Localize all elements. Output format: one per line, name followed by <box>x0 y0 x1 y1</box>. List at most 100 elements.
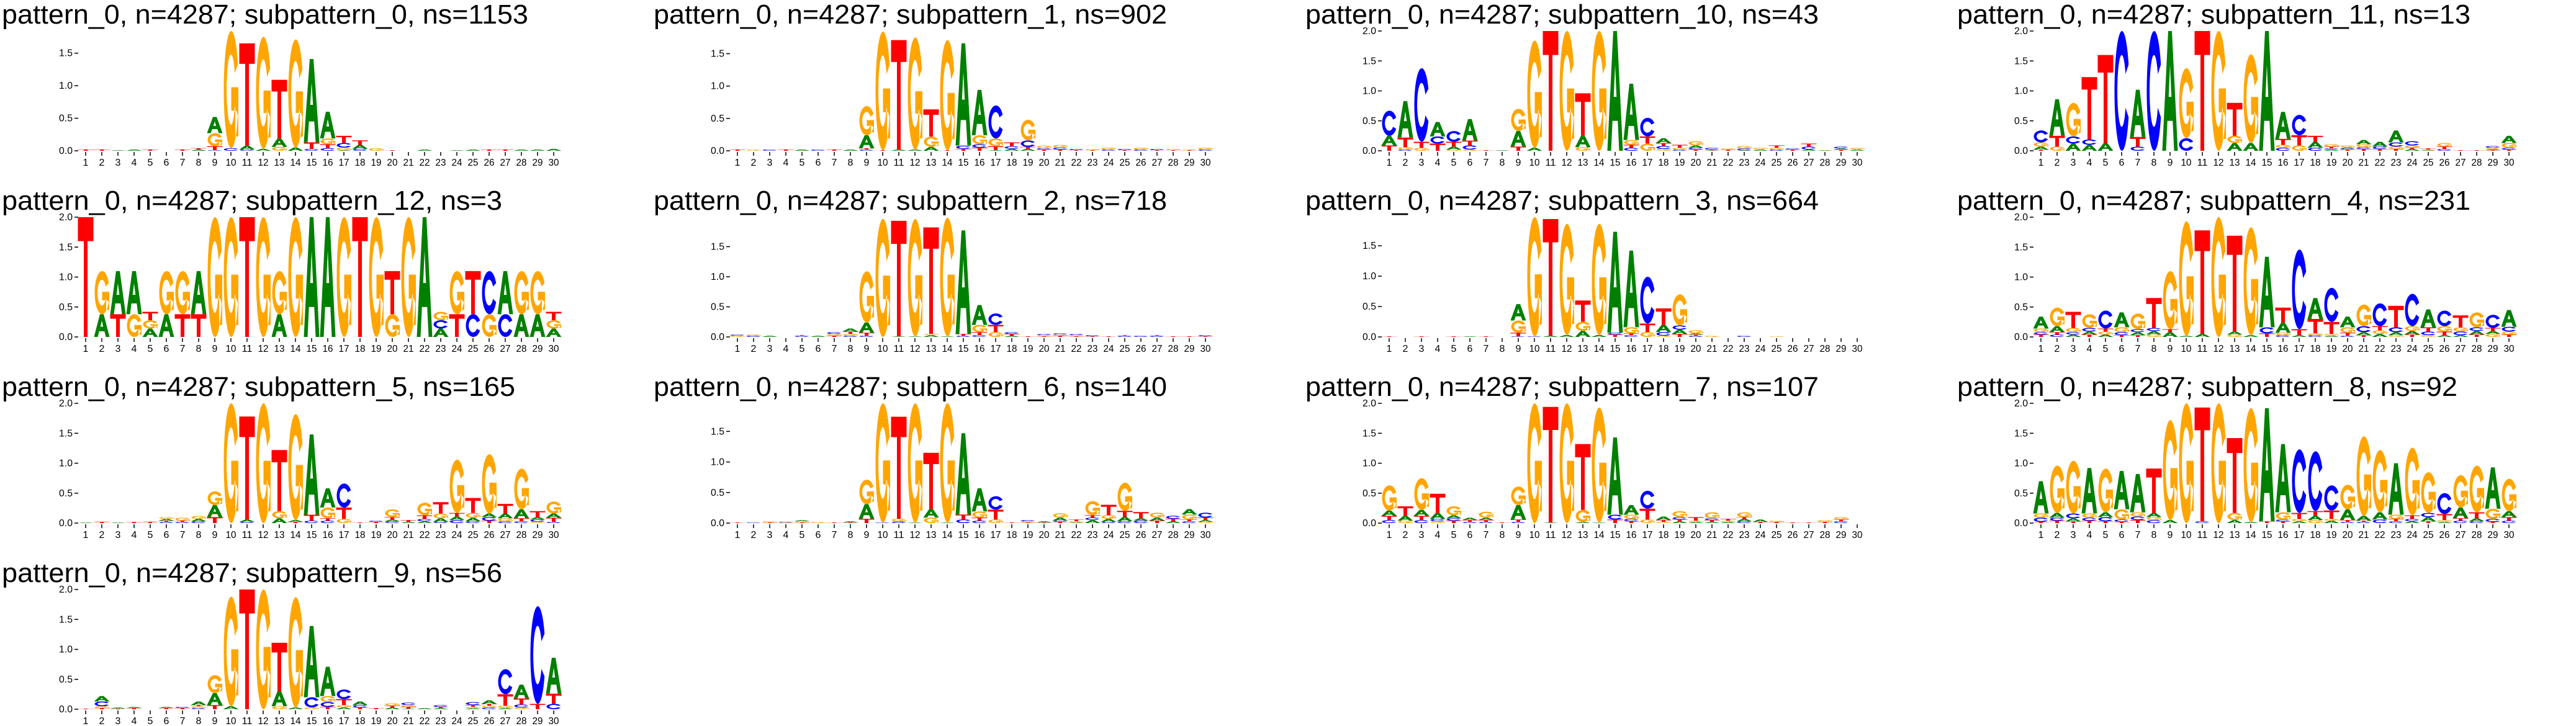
letter-stack <box>875 403 890 523</box>
letter-stack <box>1720 148 1736 151</box>
x-tick-label: 7 <box>180 158 186 168</box>
letter-C <box>530 519 545 522</box>
letter-C <box>2066 136 2081 144</box>
letter-T <box>2372 149 2388 151</box>
letter-A <box>2243 522 2259 523</box>
letter-A <box>271 314 287 337</box>
letter-stack <box>2081 314 2097 337</box>
letter-T <box>2259 521 2275 523</box>
letter-stack <box>2340 145 2356 151</box>
letter-T <box>2420 521 2436 523</box>
letter-C <box>859 336 874 337</box>
letter-stack <box>858 106 875 151</box>
letter-A <box>2469 331 2485 335</box>
letter-stack <box>1510 109 1526 151</box>
logo-panel: pattern_0, n=4287; subpattern_10, ns=430… <box>1305 0 1865 168</box>
letter-T <box>1817 522 1833 523</box>
letter-stack <box>1430 493 1446 523</box>
letter-G <box>2066 460 2081 514</box>
x-tick-label: 23 <box>2391 158 2402 168</box>
letter-T <box>1197 336 1214 337</box>
letter-A <box>794 149 810 151</box>
letter-C <box>1656 332 1671 336</box>
letter-C <box>730 334 745 336</box>
x-tick-label: 3 <box>2071 530 2076 540</box>
letter-stack <box>304 217 320 337</box>
letter-T <box>78 149 94 151</box>
letter-G <box>256 403 271 523</box>
y-tick-label: 2.0 <box>1362 26 1376 37</box>
letter-G <box>272 706 287 709</box>
letter-G <box>336 519 351 523</box>
x-tick-label: 20 <box>2343 158 2353 168</box>
letter-A <box>2065 334 2081 337</box>
letter-C <box>498 669 513 694</box>
letter-A <box>858 322 875 333</box>
letter-T <box>891 416 907 519</box>
letter-T <box>2356 521 2372 522</box>
x-tick-label: 7 <box>2135 344 2141 354</box>
letter-T <box>1655 143 1672 146</box>
letter-T <box>94 522 110 523</box>
letter-T <box>2340 150 2356 151</box>
letter-T <box>529 511 546 518</box>
x-tick-label: 19 <box>1675 344 1685 354</box>
letter-T <box>1068 150 1084 151</box>
x-tick-label: 6 <box>816 530 821 540</box>
letter-stack <box>255 37 271 151</box>
y-tick-label: 2.0 <box>59 212 73 223</box>
letter-stack <box>1494 522 1510 523</box>
x-tick-label: 25 <box>1120 344 1130 354</box>
letter-G <box>1624 140 1639 145</box>
letter-T <box>1575 444 1591 510</box>
letter-C <box>2114 519 2129 522</box>
letter-stack <box>174 271 191 337</box>
x-tick-label: 2 <box>751 530 757 540</box>
x-tick-label: 18 <box>1659 530 1669 540</box>
x-tick-label: 16 <box>323 530 333 540</box>
letter-stack <box>1084 501 1101 523</box>
x-tick-label: 18 <box>2310 344 2321 354</box>
x-tick-label: 16 <box>1626 530 1637 540</box>
x-tick-label: 13 <box>2230 344 2240 354</box>
x-tick-label: 22 <box>420 716 430 726</box>
letter-A <box>1575 522 1591 523</box>
letter-stack <box>417 217 433 337</box>
letter-T <box>1542 31 1559 151</box>
letter-T <box>384 706 400 708</box>
x-tick-label: 17 <box>1642 344 1653 354</box>
letter-stack <box>1117 335 1133 337</box>
letter-stack <box>400 702 417 709</box>
letter-A <box>1817 150 1833 151</box>
x-tick-label: 9 <box>1516 530 1521 540</box>
y-tick-label: 1.5 <box>711 49 724 60</box>
letter-T <box>2436 146 2452 150</box>
x-tick-label: 11 <box>2197 344 2208 354</box>
letter-T <box>546 518 562 522</box>
letter-T <box>1397 506 1413 516</box>
letter-stack <box>2243 227 2259 337</box>
x-tick-label: 26 <box>1136 158 1146 168</box>
letter-stack <box>2340 316 2356 337</box>
letter-C <box>746 336 761 337</box>
letter-T <box>729 522 745 523</box>
letter-G <box>1672 511 1687 518</box>
letter-stack <box>2146 31 2161 151</box>
letter-T <box>336 135 352 143</box>
letter-stack <box>1623 250 1639 337</box>
x-tick-label: 25 <box>468 716 479 726</box>
letter-T <box>1117 511 1133 518</box>
letter-stack <box>1478 511 1494 523</box>
letter-G <box>2211 403 2226 523</box>
letter-G <box>2469 465 2484 513</box>
y-tick-label: 0.0 <box>711 332 724 343</box>
letter-G <box>1382 485 1397 511</box>
letter-stack <box>256 217 271 337</box>
x-tick-label: 13 <box>926 158 937 168</box>
letter-A <box>907 522 923 523</box>
x-tick-label: 16 <box>323 158 333 168</box>
letter-stack <box>1704 512 1720 523</box>
letter-C <box>2437 310 2452 326</box>
x-tick-label: 18 <box>1659 344 1669 354</box>
letter-stack <box>481 149 497 151</box>
